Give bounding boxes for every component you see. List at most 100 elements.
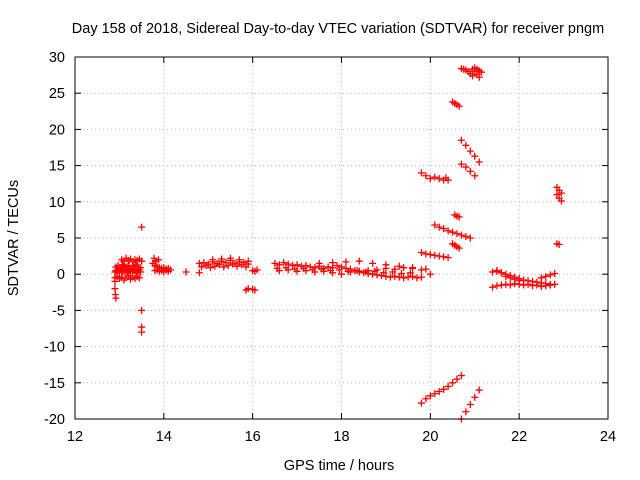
data-point-cluster-15h (198, 263, 206, 271)
y-tick-label: -5 (52, 303, 65, 319)
data-point-cluster-16-20h (335, 266, 343, 274)
data-point-arcs-20-21h (462, 233, 470, 241)
data-point-cluster-16-20h (382, 261, 390, 269)
data-point-cluster-15h (229, 260, 237, 268)
data-point-cluster-16-20h (300, 264, 308, 272)
data-point-arcs-20-21h (444, 176, 452, 184)
data-point-cluster-13h (124, 272, 132, 280)
data-point-cluster-16-20h (389, 268, 397, 276)
data-point-cluster-16-20h (369, 259, 377, 267)
data-point-cluster-21.5-23h (493, 282, 501, 290)
data-point-cluster-16-20h (406, 269, 414, 277)
x-axis-label: GPS time / hours (284, 458, 394, 474)
data-point-cluster-16-20h (400, 264, 408, 272)
data-point-cluster-16-20h (409, 272, 417, 280)
data-point-arcs-20-21h (422, 250, 430, 258)
data-point-cluster-21.5-23h (497, 269, 505, 277)
data-point-arcs-20-21h (475, 158, 483, 166)
data-point-cluster-16-20h (371, 267, 379, 275)
data-point-cluster-15h (209, 256, 217, 264)
data-point-arcs-20-21h (471, 393, 479, 401)
data-point-cluster-13h (138, 257, 146, 265)
data-point-cluster-16-20h (326, 267, 334, 275)
data-point-cluster-14h (182, 268, 190, 276)
data-point-cluster-21.5-23h (546, 280, 554, 288)
data-point-cluster-16-20h (409, 264, 417, 272)
data-point-cluster-21.5-23h (537, 274, 545, 282)
x-tick-label: 12 (67, 429, 83, 445)
y-tick-label: -20 (44, 412, 65, 428)
data-point-cluster-16-20h (353, 267, 361, 275)
data-point-cluster-21.5-23h (557, 189, 565, 197)
data-point-cluster-21.5-23h (489, 283, 497, 291)
data-point-arcs-20-21h (440, 385, 448, 393)
data-point-arcs-20-21h (440, 253, 448, 261)
data-point-cluster-21.5-23h (520, 276, 528, 284)
data-point-cluster-16-20h (400, 274, 408, 282)
data-point-cluster-15h (253, 266, 261, 274)
chart-title: Day 158 of 2018, Sidereal Day-to-day VTE… (72, 21, 604, 37)
data-point-cluster-14h (195, 269, 203, 277)
data-point-cluster-16-20h (344, 267, 352, 275)
data-point-arcs-20.5-21h-top (469, 72, 477, 80)
x-tick-label: 22 (511, 429, 527, 445)
data-point-cluster-13h (136, 264, 144, 272)
data-point-cluster-15h (244, 257, 252, 265)
data-point-cluster-13h (135, 274, 143, 282)
data-point-arcs-20-21h (471, 172, 479, 180)
y-tick-label: -10 (44, 340, 65, 356)
data-point-cluster-15h (242, 263, 250, 271)
data-point-arcs-20-21h (435, 223, 443, 231)
data-point-cluster-21.5-23h (497, 281, 505, 289)
data-point-cluster-16-20h (426, 270, 434, 278)
data-point-cluster-15h (226, 254, 234, 262)
data-point-cluster-16-20h (404, 273, 412, 281)
data-point-cluster-21.5-23h (557, 197, 565, 205)
data-point-arcs-20-21h (453, 375, 461, 383)
y-tick-label: 30 (49, 50, 65, 66)
data-point-arcs-20-21h (453, 230, 461, 238)
data-point-arcs-20-21h (475, 386, 483, 394)
data-point-cluster-16-20h (382, 272, 390, 280)
data-point-cluster-16-20h (391, 272, 399, 280)
data-point-cluster-21.5-23h (546, 271, 554, 279)
grid-lines (75, 57, 608, 419)
y-tick-label: -15 (44, 376, 65, 392)
data-point-arcs-20-21h (435, 175, 443, 183)
data-point-cluster-16-20h (413, 274, 421, 282)
data-point-arcs-20-21h (431, 173, 439, 181)
data-point-cluster-21.5-23h (555, 241, 563, 249)
data-point-cluster-13h (138, 223, 146, 231)
data-point-cluster-16-20h (417, 266, 425, 274)
data-point-cluster-21.5-23h (502, 280, 510, 288)
data-point-cluster-21.5-23h (533, 278, 541, 286)
data-point-cluster-16-20h (273, 264, 281, 272)
data-point-arcs-20-21h (426, 175, 434, 183)
data-point-cluster-16-20h (293, 261, 301, 269)
data-point-arcs-20-21h (417, 248, 425, 256)
data-point-cluster-15h (215, 261, 223, 269)
y-tick-label: 15 (49, 159, 65, 175)
data-point-cluster-16-20h (271, 259, 279, 267)
data-point-cluster-21.5-23h (489, 268, 497, 276)
data-point-cluster-21.5-23h (493, 267, 501, 275)
data-point-cluster-21.5-23h (511, 275, 519, 283)
data-point-cluster-21.5-23h (524, 277, 532, 285)
data-point-arcs-20-21h (471, 152, 479, 160)
data-point-cluster-21.5-23h (542, 272, 550, 280)
data-point-arcs-20-21h (466, 401, 474, 409)
data-point-cluster-16-20h (380, 269, 388, 277)
data-point-arcs-20-21h (417, 169, 425, 177)
x-tick-label: 14 (156, 429, 172, 445)
data-point-cluster-16-20h (280, 259, 288, 267)
data-point-arcs-20-21h (457, 136, 465, 144)
data-point-arcs-20-21h (417, 399, 425, 407)
data-point-cluster-16-20h (395, 273, 403, 281)
y-tick-label: 0 (57, 267, 65, 283)
data-point-arcs-20-21h (431, 251, 439, 259)
data-point-arcs-20-21h (431, 390, 439, 398)
data-point-arcs-20-21h (449, 379, 457, 387)
y-tick-label: 5 (57, 231, 65, 247)
data-point-arcs-20-21h (462, 408, 470, 416)
